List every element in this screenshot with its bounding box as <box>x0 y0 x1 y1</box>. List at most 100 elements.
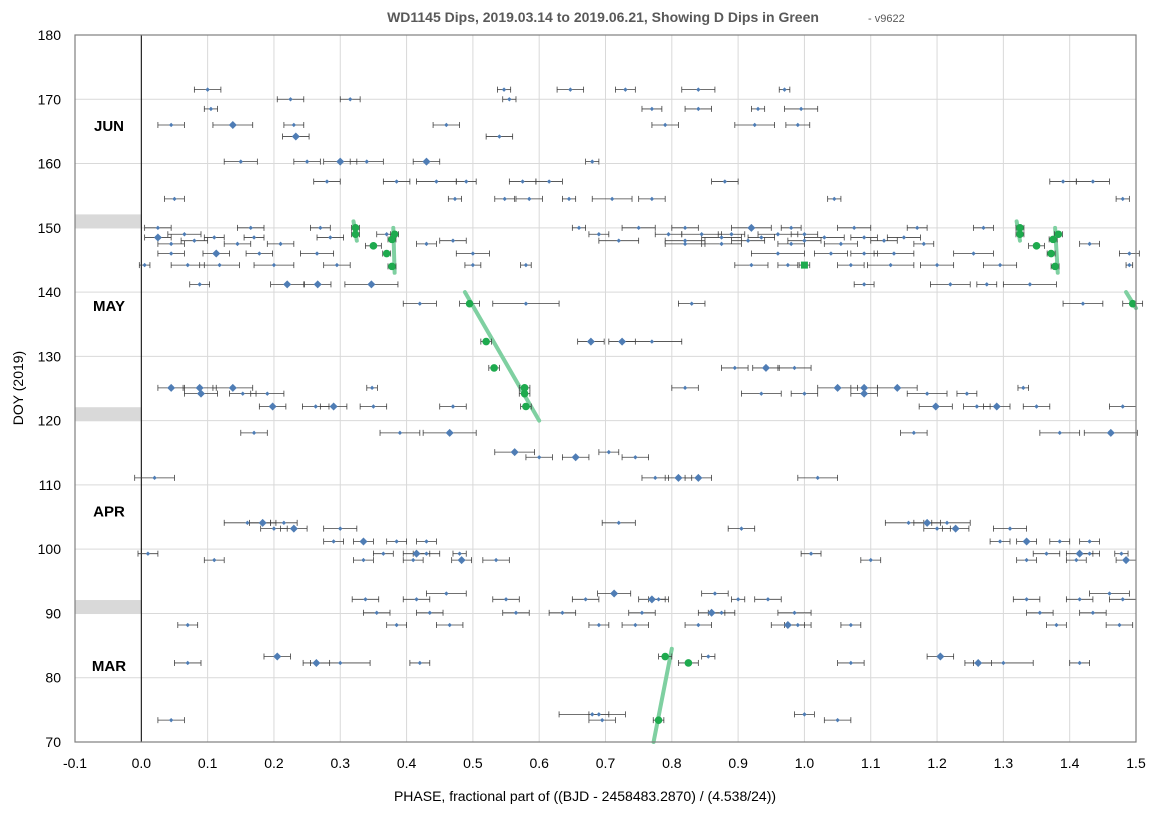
dip-marker <box>1024 597 1029 602</box>
dip-marker <box>560 610 565 616</box>
dip-marker <box>792 365 797 371</box>
dip-marker <box>566 196 572 202</box>
x-tick-label: 1.0 <box>795 755 815 771</box>
dip-marker <box>313 404 318 409</box>
x-tick-label: 0.4 <box>397 755 417 771</box>
dip-marker <box>291 122 297 128</box>
d-dip-marker <box>490 364 498 372</box>
dip-marker <box>1001 660 1006 666</box>
dip-marker <box>914 225 920 231</box>
x-tick-label: 0.8 <box>662 755 682 771</box>
dip-marker <box>1054 622 1059 628</box>
dip-marker <box>1107 591 1112 596</box>
trend-line <box>462 290 542 423</box>
dip-marker <box>576 225 582 231</box>
dip-marker <box>788 241 794 247</box>
dip-marker <box>394 622 399 628</box>
dip-marker <box>974 658 983 667</box>
dip-marker <box>633 455 638 460</box>
d-dip-marker <box>369 242 378 250</box>
d-dip-marker <box>351 230 360 239</box>
y-tick-label: 130 <box>38 348 62 364</box>
dip-marker <box>568 87 573 92</box>
dip-marker <box>397 430 403 436</box>
dip-marker <box>273 652 282 661</box>
x-tick-label: 1.2 <box>927 755 947 771</box>
dip-marker <box>414 597 419 602</box>
dip-marker <box>964 391 970 396</box>
y-tick-label: 160 <box>38 156 62 172</box>
dip-marker <box>313 280 322 289</box>
d-dip-marker <box>654 716 663 724</box>
dip-marker <box>278 241 283 247</box>
dip-marker <box>513 610 519 616</box>
x-tick-label: 1.4 <box>1060 755 1080 771</box>
dip-marker <box>1027 282 1033 287</box>
dip-marker <box>1117 622 1122 628</box>
dip-marker <box>689 301 694 306</box>
dip-marker <box>281 520 287 526</box>
dip-marker <box>384 232 389 237</box>
x-tick-label: 1.5 <box>1126 755 1146 771</box>
month-label: JUN <box>94 118 124 135</box>
x-tick-label: 0.6 <box>529 755 549 771</box>
x-tick-label: 0.5 <box>463 755 483 771</box>
x-tick-label: 0.2 <box>264 755 284 771</box>
dip-marker <box>735 597 741 602</box>
dip-marker <box>666 232 671 237</box>
y-tick-label: 120 <box>38 413 62 429</box>
dip-marker <box>662 122 668 128</box>
dip-marker <box>470 262 476 268</box>
dip-marker <box>168 122 174 128</box>
dip-marker <box>1034 404 1039 409</box>
dip-marker <box>1077 597 1082 602</box>
dip-marker <box>212 557 217 563</box>
dip-marker <box>590 712 595 717</box>
dip-marker <box>653 475 658 481</box>
dip-marker <box>815 475 820 481</box>
dip-marker <box>696 622 701 628</box>
month-boundary-marker <box>75 600 142 615</box>
dip-marker <box>434 179 439 184</box>
dip-marker <box>948 282 953 287</box>
dip-marker <box>197 282 202 287</box>
dip-marker <box>707 608 716 617</box>
dip-marker <box>304 159 310 164</box>
d-dip-marker <box>684 659 693 667</box>
dip-marker <box>314 251 320 256</box>
dip-marker <box>636 225 641 231</box>
y-tick-label: 100 <box>38 541 62 557</box>
x-tick-label: -0.1 <box>63 755 87 771</box>
dip-marker <box>1007 526 1013 531</box>
d-dip-marker <box>522 402 530 411</box>
dip-marker <box>848 622 854 628</box>
dip-marker <box>361 557 366 563</box>
dip-marker <box>1075 549 1084 558</box>
dip-marker <box>410 557 416 563</box>
dip-marker <box>860 389 869 398</box>
dip-marker <box>501 87 507 92</box>
d-dip-marker <box>1016 230 1024 239</box>
dip-marker <box>502 196 507 202</box>
dip-marker <box>1090 179 1096 184</box>
dip-marker <box>228 383 237 392</box>
dip-marker <box>802 712 807 717</box>
dip-marker <box>507 97 512 102</box>
d-dip-marker <box>1054 230 1063 239</box>
dip-marker <box>424 241 429 247</box>
dip-marker <box>861 282 867 287</box>
dip-marker <box>1120 404 1125 409</box>
x-tick-label: 0.9 <box>728 755 748 771</box>
dip-marker <box>848 262 854 268</box>
dip-marker <box>649 339 655 344</box>
dip-marker <box>802 391 807 396</box>
d-dip-marker <box>520 384 529 392</box>
dip-marker <box>881 238 887 243</box>
dip-marker <box>381 551 386 556</box>
dip-marker <box>719 235 724 240</box>
dip-marker <box>623 87 628 92</box>
dip-marker <box>924 391 930 396</box>
dip-marker <box>238 159 243 164</box>
dip-marker <box>324 179 330 184</box>
dip-marker <box>911 430 917 436</box>
